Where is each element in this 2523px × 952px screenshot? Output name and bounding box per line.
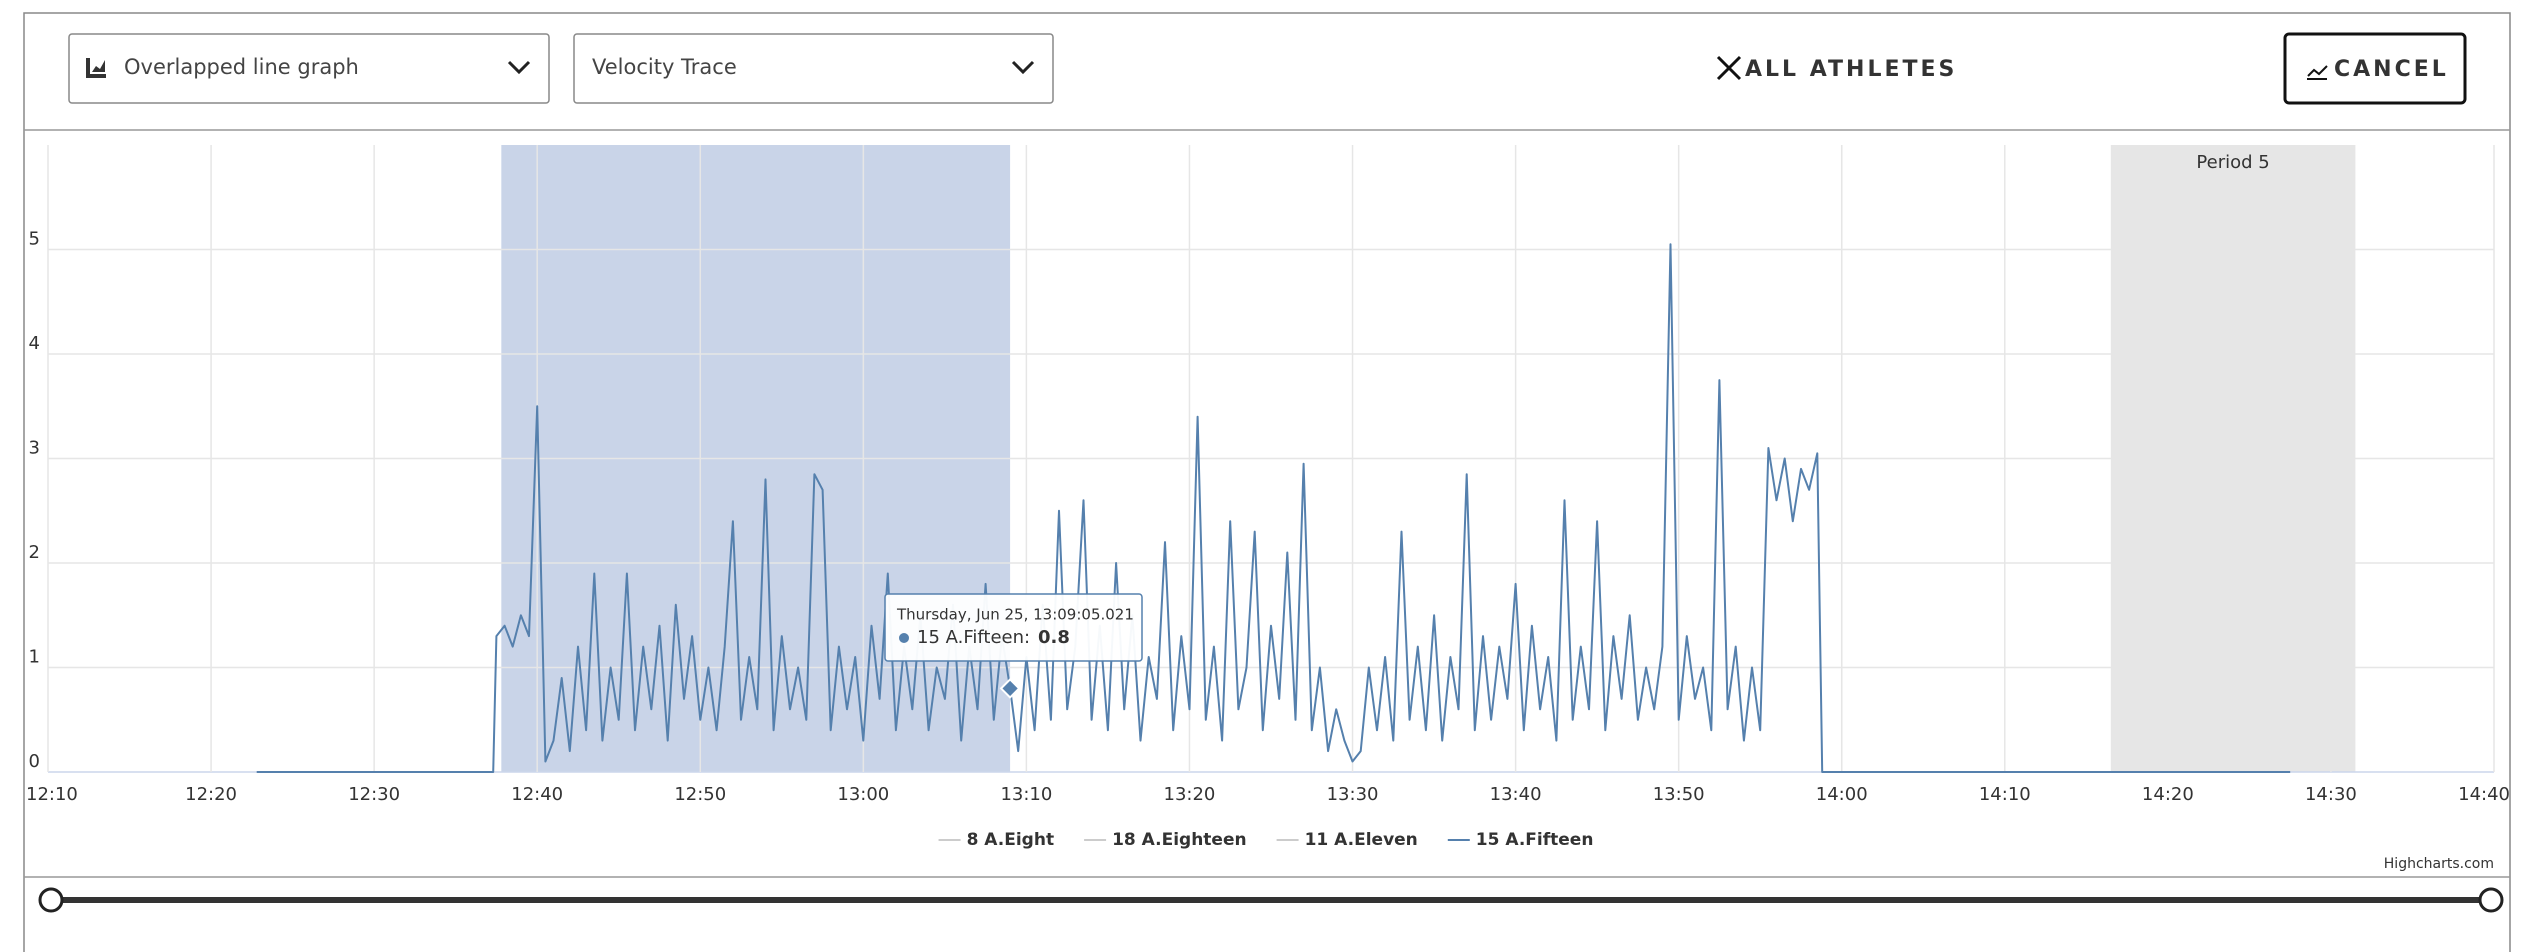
legend-label: 8 A.Eight <box>967 830 1055 850</box>
x-tick-label: 12:30 <box>348 784 400 805</box>
x-tick-label: 13:10 <box>1000 784 1052 805</box>
slider-handle[interactable] <box>2478 887 2504 913</box>
dropdown-box[interactable] <box>573 33 1054 104</box>
tooltip-value: 0.8 <box>1038 627 1070 648</box>
panel <box>23 12 2511 952</box>
y-tick-label: 3 <box>29 438 40 459</box>
cancel-button[interactable]: CANCEL <box>2283 32 2467 105</box>
x-tick-label: 12:50 <box>674 784 726 805</box>
x-tick-label: 14:10 <box>1979 784 2031 805</box>
button-label: ALL ATHLETES <box>1745 57 1957 82</box>
tooltip-separator: : <box>1024 627 1030 648</box>
x-tick-label: 13:40 <box>1490 784 1542 805</box>
legend: 8 A.Eight 18 A.Eighteen 11 A.Eleven 15 A.Fi… <box>938 830 1594 850</box>
x-tick-label: 14:20 <box>2142 784 2194 805</box>
line-icon <box>2307 65 2328 80</box>
x-tick-label: 13:00 <box>837 784 889 805</box>
legend-label: 18 A.Eighteen <box>1112 830 1247 850</box>
slider-handle[interactable] <box>38 887 64 913</box>
tooltip-series: 15 A.Fifteen <box>917 627 1024 648</box>
button-box[interactable] <box>2283 32 2467 105</box>
hover-marker <box>999 677 1021 699</box>
dropdown-label: Overlapped line graph <box>124 55 359 79</box>
tooltip-bullet <box>899 633 909 643</box>
all-athletes-button[interactable]: ALL ATHLETES <box>1716 55 1957 82</box>
tooltip: Thursday, Jun 25, 13:09:05.021 15 A.Fifte… <box>884 593 1143 662</box>
chart: Period 5 0 1 2 3 4 5 12:10 12:20 12:30 12:40 12:50 1… <box>26 145 2510 872</box>
chart-icon <box>86 58 106 78</box>
y-tick-label: 1 <box>29 647 40 668</box>
x-tick-label: 12:10 <box>26 784 78 805</box>
tooltip-header: Thursday, Jun 25, 13:09:05.021 <box>896 606 1134 624</box>
legend-item[interactable]: 18 A.Eighteen <box>1084 830 1247 850</box>
tooltip-box <box>884 593 1143 662</box>
x-tick-label: 12:40 <box>511 784 563 805</box>
y-tick-label: 2 <box>29 542 40 563</box>
y-tick-label: 4 <box>29 333 40 354</box>
x-tick-label: 14:40 <box>2458 784 2510 805</box>
close-icon <box>1716 55 1742 81</box>
credits: Highcharts.com <box>2384 856 2494 872</box>
legend-item[interactable]: 11 A.Eleven <box>1276 830 1418 850</box>
x-tick-label: 13:20 <box>1164 784 1216 805</box>
legend-label: 11 A.Eleven <box>1305 830 1418 850</box>
legend-item[interactable]: 15 A.Fifteen <box>1447 830 1594 850</box>
legend-label: 15 A.Fifteen <box>1476 830 1594 850</box>
series-line <box>256 243 2291 773</box>
y-tick-label: 5 <box>29 229 40 250</box>
x-tick-label: 13:30 <box>1327 784 1379 805</box>
legend-item[interactable]: 8 A.Eight <box>938 830 1055 850</box>
button-label: CANCEL <box>2334 57 2449 82</box>
chevron <box>507 60 531 75</box>
metric-dropdown[interactable]: Velocity Trace <box>573 33 1054 104</box>
chart-type-dropdown[interactable]: Overlapped line graph <box>68 33 550 104</box>
dropdown-label: Velocity Trace <box>592 55 737 79</box>
x-tick-label: 14:30 <box>2305 784 2357 805</box>
range-slider[interactable] <box>38 887 2504 913</box>
x-tick-label: 13:50 <box>1653 784 1705 805</box>
x-tick-label: 14:00 <box>1816 784 1868 805</box>
plot-band-label: Period 5 <box>2196 152 2269 173</box>
x-tick-label: 12:20 <box>185 784 237 805</box>
chevron <box>1011 60 1035 75</box>
y-tick-label: 0 <box>29 751 40 772</box>
dropdown-box[interactable] <box>68 33 550 104</box>
